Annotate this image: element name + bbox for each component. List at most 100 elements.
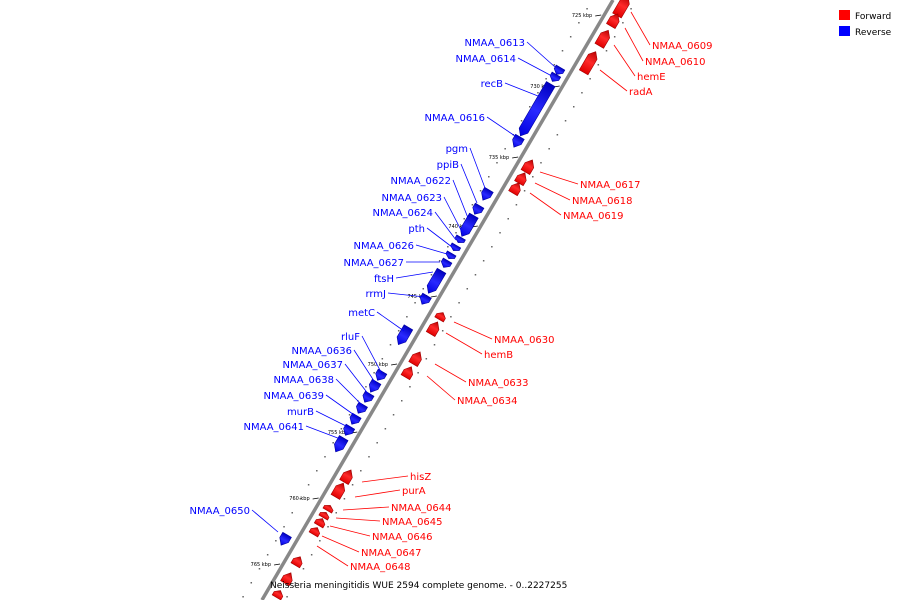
gene-label[interactable]: rrmJ [365, 289, 386, 300]
minor-tick [537, 92, 539, 94]
tick-label: 765 kbp [251, 562, 271, 568]
gene-label[interactable]: pth [408, 224, 425, 235]
gene-label[interactable]: NMAA_0644 [391, 503, 452, 514]
minor-tick [283, 526, 285, 528]
reverse-gene-arrow[interactable] [439, 257, 453, 270]
gene-label[interactable]: NMAA_0645 [382, 517, 443, 528]
gene-label[interactable]: recB [481, 79, 504, 90]
forward-gene-arrow[interactable] [330, 481, 348, 500]
forward-gene-arrow[interactable] [514, 170, 530, 187]
forward-gene-arrow[interactable] [313, 516, 327, 529]
gene-label[interactable]: purA [402, 486, 426, 497]
reverse-gene-arrow[interactable] [366, 378, 382, 394]
legend-reverse-label: Reverse [855, 28, 892, 38]
gene-label[interactable]: NMAA_0610 [645, 57, 706, 68]
gene-label[interactable]: NMAA_0639 [263, 391, 324, 402]
reverse-gene-arrow[interactable] [341, 423, 356, 438]
minor-tick [242, 596, 244, 598]
gene-label[interactable]: NMAA_0609 [652, 41, 713, 52]
reverse-gene-arrow[interactable] [449, 242, 462, 253]
gene-label[interactable]: radA [629, 87, 653, 98]
gene-label[interactable]: NMAA_0624 [372, 208, 433, 219]
forward-gene-arrow[interactable] [425, 319, 442, 337]
reverse-gene-arrow[interactable] [470, 202, 485, 217]
forward-gene-arrow[interactable] [400, 364, 416, 381]
minor-tick [471, 204, 474, 206]
reverse-gene-arrow[interactable] [516, 81, 556, 139]
reverse-gene-arrow[interactable] [424, 267, 447, 295]
forward-gene-arrow[interactable] [280, 570, 296, 587]
reverse-gene-arrow[interactable] [347, 412, 362, 427]
forward-gene-arrow[interactable] [606, 11, 622, 29]
reverse-gene-arrow[interactable] [418, 292, 432, 307]
gene-label[interactable]: NMAA_0638 [273, 375, 334, 386]
gene-label[interactable]: NMAA_0647 [361, 548, 422, 559]
gene-label[interactable]: murB [287, 407, 314, 418]
reverse-gene-arrow[interactable] [548, 71, 562, 84]
gene-label[interactable]: ppiB [437, 160, 459, 171]
minor-tick [343, 498, 346, 500]
minor-tick [613, 36, 616, 38]
forward-gene-arrow[interactable] [594, 28, 613, 49]
gene-label[interactable]: hemB [484, 350, 513, 361]
forward-gene-arrow[interactable] [322, 503, 335, 514]
reverse-gene-arrow[interactable] [510, 133, 525, 149]
minor-tick [474, 274, 477, 276]
forward-gene-arrow[interactable] [339, 467, 356, 485]
forward-gene-arrow[interactable] [318, 510, 331, 521]
gene-label[interactable]: metC [348, 308, 375, 319]
gene-label[interactable]: NMAA_0634 [457, 396, 518, 407]
reverse-gene-arrow[interactable] [331, 435, 349, 455]
gene-label[interactable]: NMAA_0626 [353, 241, 414, 252]
reverse-gene-arrow[interactable] [277, 531, 292, 547]
gene-label[interactable]: hemE [637, 72, 666, 83]
gene-label[interactable]: NMAA_0623 [381, 193, 442, 204]
minor-tick [572, 106, 575, 108]
gene-label[interactable]: NMAA_0622 [390, 176, 451, 187]
forward-gene-arrow[interactable] [578, 49, 600, 76]
forward-gene-arrow[interactable] [612, 0, 633, 19]
minor-tick [397, 330, 400, 332]
label-leader-line [329, 525, 371, 537]
forward-gene-arrow[interactable] [308, 525, 322, 538]
label-leader-line [361, 475, 409, 483]
reverse-gene-arrow[interactable] [552, 64, 566, 77]
gene-label[interactable]: NMAA_0616 [424, 113, 485, 124]
minor-tick [425, 358, 428, 360]
gene-label[interactable]: NMAA_0646 [372, 532, 433, 543]
label-leader-line [445, 332, 483, 355]
forward-gene-arrow[interactable] [290, 554, 305, 569]
gene-label[interactable]: NMAA_0650 [189, 506, 250, 517]
gene-label[interactable]: pgm [446, 144, 468, 155]
forward-gene-arrow[interactable] [508, 180, 524, 197]
forward-gene-arrow[interactable] [271, 588, 285, 600]
reverse-gene-arrow[interactable] [444, 250, 457, 261]
reverse-gene-arrow[interactable] [479, 186, 494, 202]
gene-label[interactable]: rluF [341, 332, 360, 343]
gene-label[interactable]: NMAA_0614 [455, 54, 516, 65]
gene-label[interactable]: NMAA_0613 [464, 38, 525, 49]
gene-label[interactable]: NMAA_0637 [282, 360, 343, 371]
gene-label[interactable]: NMAA_0633 [468, 378, 529, 389]
reverse-gene-arrow[interactable] [457, 212, 479, 239]
gene-label[interactable]: NMAA_0618 [572, 196, 633, 207]
legend-forward-label: Forward [855, 12, 891, 22]
tick-label: 735 kbp [489, 155, 509, 161]
gene-label[interactable]: NMAA_0641 [243, 422, 304, 433]
minor-tick [523, 190, 526, 192]
gene-label[interactable]: NMAA_0627 [343, 258, 404, 269]
forward-gene-arrow[interactable] [434, 310, 448, 323]
minor-tick [581, 92, 583, 94]
gene-label[interactable]: NMAA_0636 [291, 346, 352, 357]
gene-label[interactable]: NMAA_0648 [350, 562, 411, 573]
minor-tick [622, 22, 624, 24]
gene-label[interactable]: hisZ [410, 472, 431, 483]
gene-label[interactable]: NMAA_0630 [494, 335, 555, 346]
gene-label[interactable]: NMAA_0619 [563, 211, 624, 222]
reverse-gene-arrow[interactable] [394, 324, 414, 347]
gene-label[interactable]: NMAA_0617 [580, 180, 641, 191]
gene-label[interactable]: ftsH [374, 274, 394, 285]
forward-gene-arrow[interactable] [408, 349, 425, 367]
reverse-gene-arrow[interactable] [454, 234, 466, 245]
forward-gene-arrow[interactable] [520, 157, 537, 175]
